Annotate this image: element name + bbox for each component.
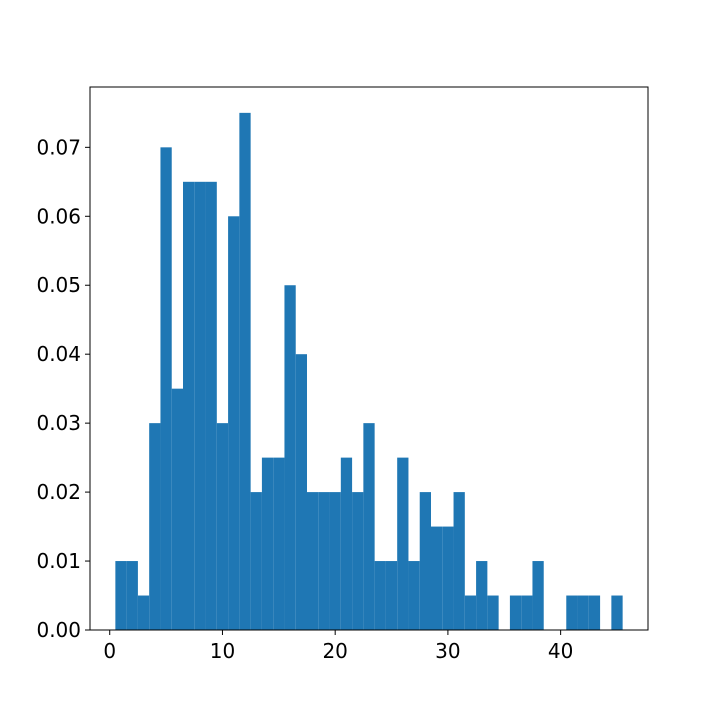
x-tick-label: 40 [548,639,573,663]
bar [261,457,274,630]
y-tick-label: 0.02 [36,480,81,504]
bar [194,181,206,631]
bar [239,112,251,631]
bar [216,423,229,630]
bar [205,181,217,631]
y-tick-label: 0.00 [36,618,81,642]
bar [453,492,465,630]
bar [487,595,499,630]
bar [137,595,150,630]
bar [340,457,353,630]
bar [577,595,589,630]
bar [419,492,431,630]
bar [284,285,296,630]
y-tick-label: 0.01 [36,549,81,573]
bar [476,561,488,630]
bar [273,457,285,630]
y-tick-label: 0.06 [36,204,81,228]
bar [385,561,398,630]
bar [307,492,319,630]
bar [171,388,183,630]
bar [442,526,454,630]
bar [126,561,138,630]
bar [566,595,578,630]
bar [431,526,443,630]
y-tick-label: 0.04 [36,342,81,366]
bar [363,423,375,630]
bar [374,561,386,630]
bar [295,354,307,630]
y-tick-label: 0.05 [36,273,81,297]
bar [160,147,172,631]
bar [318,492,330,630]
bar [397,457,409,630]
x-tick-label: 0 [103,639,116,663]
bar [228,216,240,631]
bar [408,561,420,630]
x-tick-label: 20 [322,639,347,663]
bar [329,492,341,630]
x-tick-label: 10 [210,639,235,663]
bar [352,492,364,630]
bar [149,423,161,630]
bar [611,595,623,630]
bar [464,595,477,630]
x-tick-label: 30 [435,639,460,663]
bar [588,595,601,630]
y-tick-label: 0.07 [36,135,81,159]
bar [183,181,195,631]
bar [250,492,262,630]
bar [521,595,533,630]
bar [509,595,522,630]
y-tick-label: 0.03 [36,411,81,435]
plot-frame [89,86,649,631]
bar [115,561,127,630]
bar [532,561,544,630]
